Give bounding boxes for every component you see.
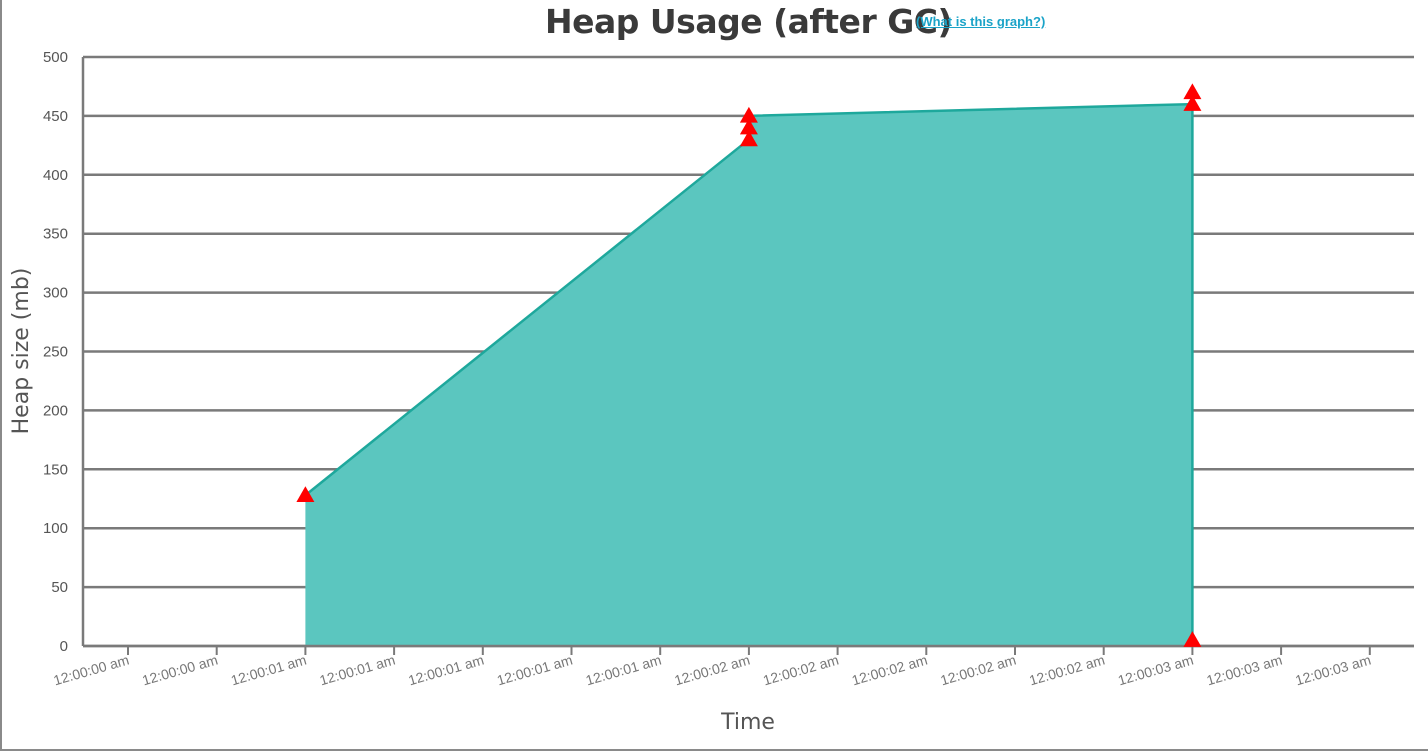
gc-marker-point — [1183, 631, 1202, 647]
y-tick-label: 100 — [43, 520, 68, 537]
y-tick-label: 250 — [43, 344, 68, 361]
x-tick-label: 12:00:01 am — [318, 652, 397, 689]
x-tick-label: 12:00:02 am — [939, 652, 1018, 689]
y-tick-labels: 0 50 100 150 200 250 300 350 400 450 500 — [43, 49, 68, 655]
gc-marker-point — [739, 118, 758, 135]
x-axis-title: Time — [720, 710, 775, 735]
x-tick-label: 12:00:03 am — [1116, 652, 1195, 689]
x-tick-labels: 12:00:00 am 12:00:00 am 12:00:01 am 12:00:0… — [52, 652, 1373, 689]
y-tick-label: 150 — [43, 461, 68, 478]
x-tick-label: 12:00:03 am — [1293, 652, 1372, 689]
gc-markers — [296, 83, 1202, 647]
gc-marker-point — [739, 130, 758, 147]
y-tick-label: 400 — [43, 167, 68, 184]
x-tick-label: 12:00:02 am — [761, 652, 840, 689]
what-is-this-graph-link[interactable]: (What is this graph?) — [916, 14, 1046, 29]
gc-marker-point — [1183, 95, 1202, 111]
x-tick-label: 12:00:02 am — [1027, 652, 1106, 689]
gc-marker-point — [296, 486, 315, 502]
x-tick-label: 12:00:01 am — [584, 652, 663, 689]
heap-area-fill — [305, 104, 1193, 647]
y-tick-label: 450 — [43, 108, 68, 125]
y-tick-label: 200 — [43, 402, 68, 419]
gc-marker-point — [1183, 83, 1202, 100]
x-tick-label: 12:00:02 am — [672, 652, 751, 689]
y-tick-label: 300 — [43, 285, 68, 302]
x-tick-label: 12:00:01 am — [495, 652, 574, 689]
gc-marker-point — [739, 106, 758, 123]
x-tick-label: 12:00:02 am — [850, 652, 929, 689]
y-tick-label: 0 — [60, 638, 68, 655]
x-axis — [83, 644, 1414, 655]
x-tick-label: 12:00:01 am — [229, 652, 308, 689]
chart-title: Heap Usage (after GC) — [545, 2, 953, 41]
x-tick-label: 12:00:01 am — [406, 652, 485, 689]
x-tick-label: 12:00:00 am — [140, 652, 219, 689]
y-tick-label: 500 — [43, 49, 68, 66]
y-axis-title: Heap size (mb) — [9, 268, 34, 435]
x-tick-label: 12:00:03 am — [1205, 652, 1284, 689]
y-tick-label: 350 — [43, 226, 68, 243]
heap-area — [304, 102, 1194, 647]
x-tick-label: 12:00:00 am — [52, 652, 131, 689]
y-tick-label: 50 — [51, 579, 68, 596]
